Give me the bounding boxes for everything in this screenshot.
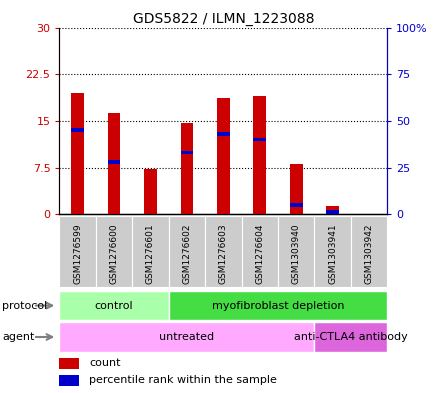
Text: GSM1276604: GSM1276604	[255, 223, 264, 284]
Bar	[71, 93, 84, 214]
Text: count: count	[89, 358, 121, 368]
Text: GSM1303942: GSM1303942	[364, 223, 374, 284]
Text: GSM1276599: GSM1276599	[73, 223, 82, 284]
Text: untreated: untreated	[159, 332, 214, 342]
Text: protocol: protocol	[2, 301, 48, 310]
Bar	[96, 216, 132, 287]
Text: myofibroblast depletion: myofibroblast depletion	[212, 301, 344, 310]
Bar	[59, 291, 169, 320]
Bar	[314, 322, 387, 352]
Bar	[169, 291, 387, 320]
Text: GSM1303940: GSM1303940	[292, 223, 301, 284]
Text: GSM1276601: GSM1276601	[146, 223, 155, 284]
Text: agent: agent	[2, 332, 35, 342]
Bar	[59, 322, 314, 352]
Bar	[71, 128, 84, 132]
Bar	[253, 96, 266, 214]
Bar	[351, 216, 387, 287]
Text: anti-CTLA4 antibody: anti-CTLA4 antibody	[294, 332, 407, 342]
Bar	[132, 216, 169, 287]
Bar	[169, 216, 205, 287]
Bar	[59, 358, 79, 369]
Bar	[278, 216, 314, 287]
Bar	[290, 203, 303, 207]
Text: GSM1303941: GSM1303941	[328, 223, 337, 284]
Text: GSM1276602: GSM1276602	[182, 223, 191, 284]
Bar	[108, 113, 121, 214]
Title: GDS5822 / ILMN_1223088: GDS5822 / ILMN_1223088	[132, 13, 314, 26]
Bar	[59, 375, 79, 386]
Text: control: control	[95, 301, 133, 310]
Bar	[253, 138, 266, 141]
Bar	[180, 151, 193, 154]
Bar	[59, 216, 96, 287]
Text: GSM1276600: GSM1276600	[110, 223, 118, 284]
Bar	[205, 216, 242, 287]
Bar	[326, 211, 339, 214]
Text: percentile rank within the sample: percentile rank within the sample	[89, 375, 277, 385]
Bar	[144, 169, 157, 214]
Bar	[314, 216, 351, 287]
Bar	[180, 123, 193, 214]
Bar	[326, 206, 339, 214]
Bar	[217, 98, 230, 214]
Bar	[290, 164, 303, 214]
Bar	[242, 216, 278, 287]
Bar	[217, 132, 230, 136]
Text: GSM1276603: GSM1276603	[219, 223, 228, 284]
Bar	[108, 160, 121, 164]
